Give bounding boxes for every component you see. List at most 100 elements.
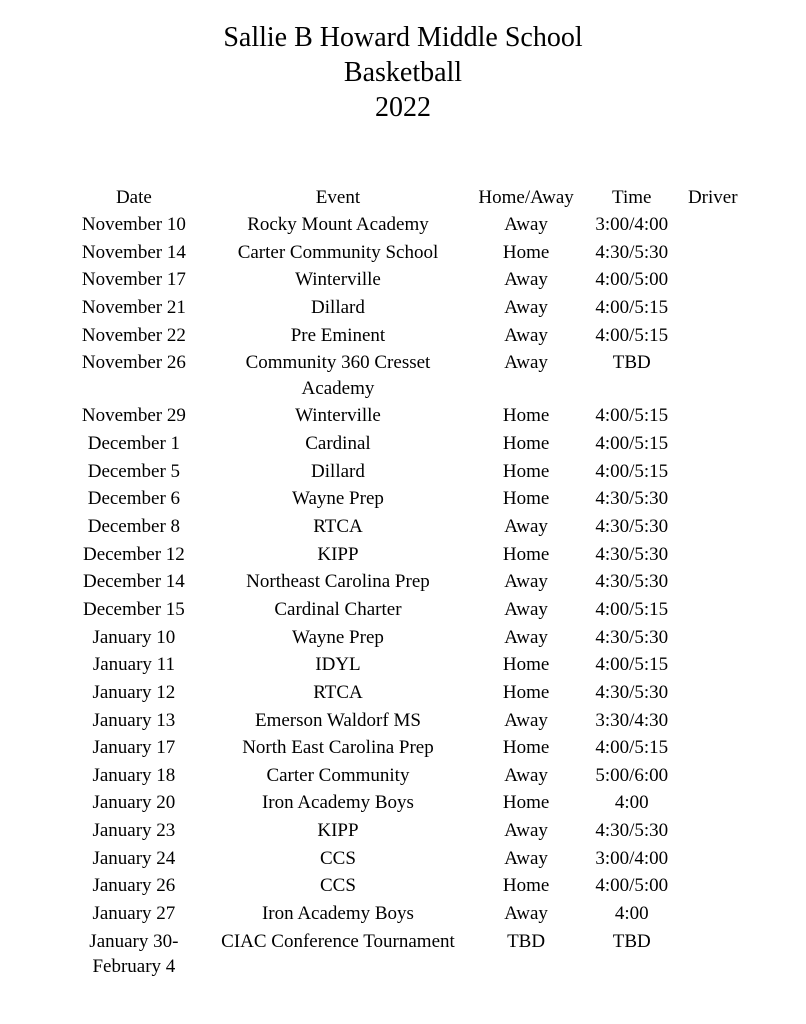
- cell-home-away: Home: [468, 239, 584, 267]
- cell-date: January 13: [60, 707, 208, 735]
- cell-time: 4:00/5:15: [584, 322, 679, 350]
- cell-home-away: Home: [468, 541, 584, 569]
- cell-event: Carter Community: [208, 762, 468, 790]
- cell-event: Winterville: [208, 266, 468, 294]
- cell-event: Community 360 Cresset Academy: [208, 349, 468, 402]
- cell-driver: [679, 845, 746, 873]
- cell-home-away: Away: [468, 707, 584, 735]
- cell-driver: [679, 485, 746, 513]
- cell-time: 4:00/5:15: [584, 458, 679, 486]
- cell-driver: [679, 568, 746, 596]
- table-row: December 14Northeast Carolina PrepAway4:…: [60, 568, 746, 596]
- cell-event: IDYL: [208, 651, 468, 679]
- cell-date: January 17: [60, 734, 208, 762]
- cell-driver: [679, 211, 746, 239]
- title-line-2: Basketball: [60, 55, 746, 90]
- cell-date: November 10: [60, 211, 208, 239]
- table-row: December 6Wayne PrepHome4:30/5:30: [60, 485, 746, 513]
- cell-date: December 1: [60, 430, 208, 458]
- cell-driver: [679, 239, 746, 267]
- cell-driver: [679, 541, 746, 569]
- cell-home-away: Home: [468, 679, 584, 707]
- col-header-time: Time: [584, 185, 679, 211]
- table-row: December 12KIPPHome4:30/5:30: [60, 541, 746, 569]
- cell-event: Dillard: [208, 458, 468, 486]
- cell-date: November 26: [60, 349, 208, 402]
- cell-event: Winterville: [208, 402, 468, 430]
- cell-driver: [679, 817, 746, 845]
- cell-time: 4:00/5:15: [584, 430, 679, 458]
- cell-home-away: Away: [468, 762, 584, 790]
- table-row: November 14Carter Community SchoolHome4:…: [60, 239, 746, 267]
- cell-event: Dillard: [208, 294, 468, 322]
- cell-home-away: Away: [468, 624, 584, 652]
- cell-driver: [679, 762, 746, 790]
- table-row: December 1CardinalHome4:00/5:15: [60, 430, 746, 458]
- cell-date: November 21: [60, 294, 208, 322]
- cell-date: January 30-February 4: [60, 928, 208, 981]
- cell-driver: [679, 900, 746, 928]
- cell-event: Carter Community School: [208, 239, 468, 267]
- cell-date: January 10: [60, 624, 208, 652]
- cell-home-away: Away: [468, 817, 584, 845]
- cell-time: 3:00/4:00: [584, 211, 679, 239]
- schedule-page: Sallie B Howard Middle School Basketball…: [0, 0, 806, 1021]
- cell-home-away: Away: [468, 266, 584, 294]
- cell-home-away: Away: [468, 513, 584, 541]
- cell-driver: [679, 596, 746, 624]
- table-header: Date Event Home/Away Time Driver: [60, 185, 746, 211]
- cell-time: 4:30/5:30: [584, 485, 679, 513]
- col-header-home-away: Home/Away: [468, 185, 584, 211]
- cell-home-away: Away: [468, 900, 584, 928]
- cell-home-away: Away: [468, 322, 584, 350]
- cell-date: January 12: [60, 679, 208, 707]
- cell-event: Cardinal Charter: [208, 596, 468, 624]
- cell-home-away: Away: [468, 294, 584, 322]
- cell-time: 4:30/5:30: [584, 624, 679, 652]
- table-body: November 10Rocky Mount AcademyAway3:00/4…: [60, 211, 746, 981]
- cell-date: January 23: [60, 817, 208, 845]
- cell-date: December 15: [60, 596, 208, 624]
- cell-time: 4:30/5:30: [584, 568, 679, 596]
- table-row: January 17North East Carolina PrepHome4:…: [60, 734, 746, 762]
- cell-event: CCS: [208, 872, 468, 900]
- cell-event: Iron Academy Boys: [208, 789, 468, 817]
- cell-time: 4:00/5:15: [584, 651, 679, 679]
- header-row: Date Event Home/Away Time Driver: [60, 185, 746, 211]
- table-row: January 18Carter CommunityAway5:00/6:00: [60, 762, 746, 790]
- title-block: Sallie B Howard Middle School Basketball…: [60, 20, 746, 125]
- cell-date: January 20: [60, 789, 208, 817]
- col-header-event: Event: [208, 185, 468, 211]
- table-row: January 13Emerson Waldorf MSAway3:30/4:3…: [60, 707, 746, 735]
- cell-driver: [679, 294, 746, 322]
- cell-time: 4:00/5:15: [584, 402, 679, 430]
- cell-event: Emerson Waldorf MS: [208, 707, 468, 735]
- cell-home-away: Home: [468, 789, 584, 817]
- cell-time: 3:00/4:00: [584, 845, 679, 873]
- cell-time: 4:30/5:30: [584, 513, 679, 541]
- cell-time: 4:00/5:15: [584, 294, 679, 322]
- cell-time: 4:00/5:00: [584, 872, 679, 900]
- table-row: November 22Pre EminentAway4:00/5:15: [60, 322, 746, 350]
- cell-home-away: Away: [468, 211, 584, 239]
- cell-time: 4:30/5:30: [584, 239, 679, 267]
- cell-event: Northeast Carolina Prep: [208, 568, 468, 596]
- table-row: January 11IDYLHome4:00/5:15: [60, 651, 746, 679]
- cell-event: RTCA: [208, 513, 468, 541]
- cell-event: Cardinal: [208, 430, 468, 458]
- cell-date: December 8: [60, 513, 208, 541]
- cell-time: 4:00/5:15: [584, 596, 679, 624]
- cell-event: Wayne Prep: [208, 624, 468, 652]
- cell-event: CCS: [208, 845, 468, 873]
- table-row: November 10Rocky Mount AcademyAway3:00/4…: [60, 211, 746, 239]
- cell-driver: [679, 789, 746, 817]
- cell-date: January 27: [60, 900, 208, 928]
- table-row: January 26CCSHome4:00/5:00: [60, 872, 746, 900]
- cell-time: TBD: [584, 349, 679, 402]
- table-row: November 26Community 360 Cresset Academy…: [60, 349, 746, 402]
- cell-home-away: Home: [468, 734, 584, 762]
- table-row: December 15Cardinal CharterAway4:00/5:15: [60, 596, 746, 624]
- cell-home-away: Away: [468, 349, 584, 402]
- table-row: January 12RTCAHome4:30/5:30: [60, 679, 746, 707]
- cell-home-away: Home: [468, 485, 584, 513]
